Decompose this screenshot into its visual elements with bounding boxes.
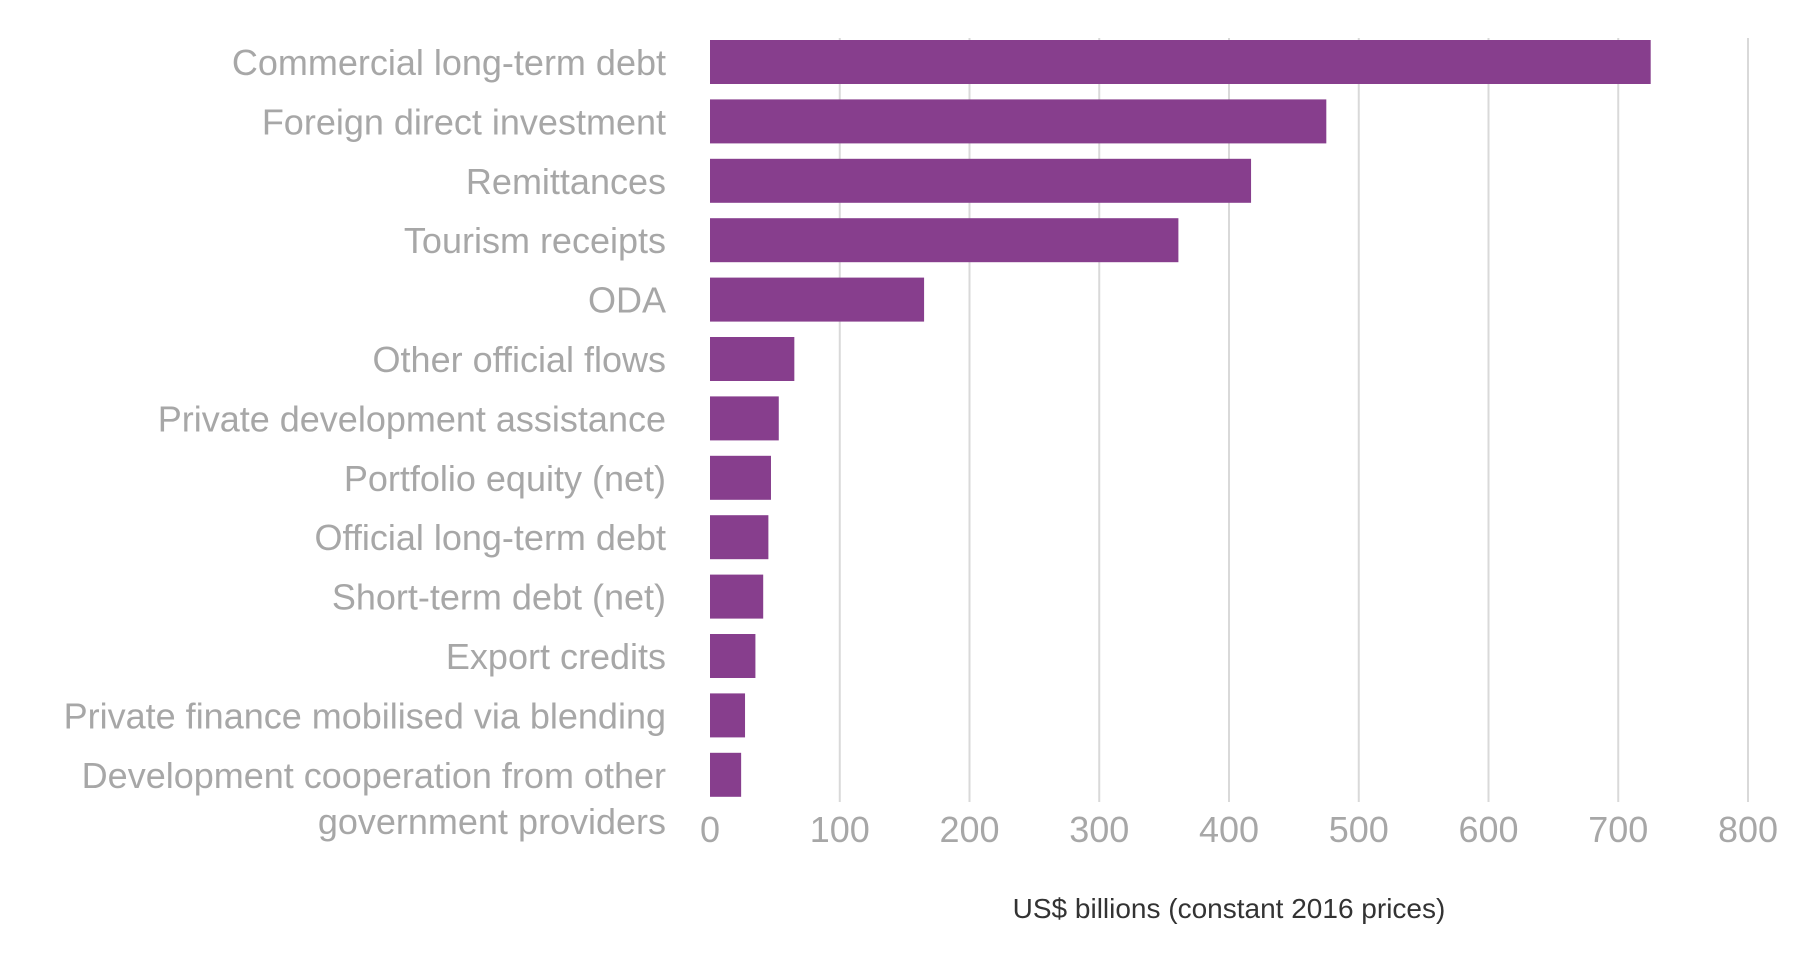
bar bbox=[710, 574, 764, 619]
bar bbox=[710, 515, 769, 560]
x-tick-labels: 0 100 200 300 400 500 600 700 800 bbox=[700, 809, 1778, 850]
bar bbox=[710, 218, 1179, 263]
category-label: Tourism receipts bbox=[404, 220, 666, 261]
category-label: Short-term debt (net) bbox=[332, 577, 666, 618]
x-axis-title: US$ billions (constant 2016 prices) bbox=[1013, 893, 1446, 924]
bar bbox=[710, 634, 756, 678]
category-label: Private finance mobilised via blending bbox=[64, 695, 666, 736]
bar bbox=[710, 40, 1651, 84]
bar bbox=[710, 693, 746, 738]
bar bbox=[710, 337, 795, 381]
category-label: Other official flows bbox=[373, 339, 666, 380]
category-label: Export credits bbox=[446, 636, 666, 677]
category-label: Remittances bbox=[466, 161, 666, 202]
bar bbox=[710, 396, 779, 441]
x-tick-label: 800 bbox=[1718, 809, 1778, 850]
x-tick-label: 300 bbox=[1069, 809, 1129, 850]
category-label: Portfolio equity (net) bbox=[344, 458, 666, 499]
category-label: Development cooperation from other bbox=[82, 755, 666, 796]
category-labels: Commercial long-term debt Foreign direct … bbox=[64, 42, 666, 842]
bar bbox=[710, 455, 771, 500]
category-label: government providers bbox=[318, 801, 666, 842]
bar bbox=[710, 277, 925, 322]
category-label: Official long-term debt bbox=[315, 517, 667, 558]
category-label: ODA bbox=[588, 280, 666, 321]
x-tick-label: 100 bbox=[810, 809, 870, 850]
x-tick-label: 0 bbox=[700, 809, 720, 850]
bar bbox=[710, 99, 1327, 144]
category-label: Commercial long-term debt bbox=[232, 42, 666, 83]
x-tick-label: 700 bbox=[1588, 809, 1648, 850]
x-tick-label: 600 bbox=[1458, 809, 1518, 850]
x-tick-label: 400 bbox=[1199, 809, 1259, 850]
category-label: Private development assistance bbox=[158, 398, 666, 439]
x-tick-label: 500 bbox=[1329, 809, 1389, 850]
bar bbox=[710, 752, 742, 797]
bars bbox=[710, 40, 1651, 797]
category-label: Foreign direct investment bbox=[262, 101, 666, 142]
x-tick-label: 200 bbox=[939, 809, 999, 850]
gridlines bbox=[838, 38, 1749, 802]
bar bbox=[710, 158, 1252, 203]
